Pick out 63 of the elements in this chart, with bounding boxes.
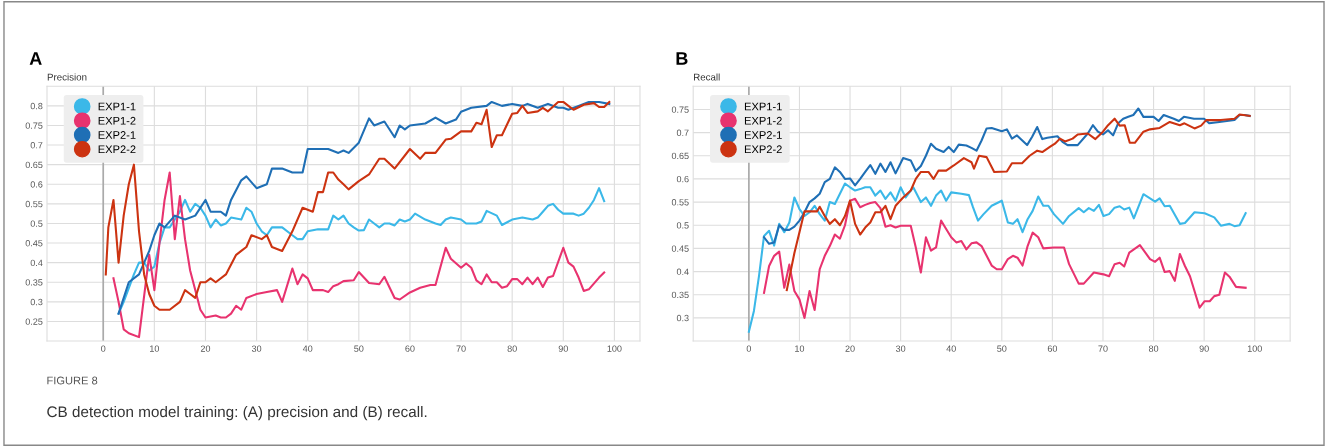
x-tick-label: 80 [507, 345, 517, 352]
y-tick-label: 0.55 [25, 200, 43, 208]
y-axis-title: Precision [47, 73, 87, 81]
legend-label: EXP1-1 [744, 102, 782, 111]
x-tick-label: 60 [405, 345, 415, 352]
x-tick-label: 90 [1199, 345, 1209, 352]
legend-label: EXP1-1 [98, 102, 136, 111]
chart-title: B [676, 52, 688, 65]
x-tick-label: 100 [607, 345, 622, 352]
y-tick-label: 0.45 [671, 245, 689, 252]
x-tick-label: 50 [354, 345, 364, 352]
line-series [112, 171, 606, 339]
legend-label: EXP2-1 [744, 131, 782, 139]
y-tick-label: 0.75 [671, 106, 689, 113]
y-tick-label: 0.3 [30, 298, 43, 306]
line-series [763, 197, 1247, 319]
x-tick-label: 40 [302, 345, 313, 352]
line-series [785, 113, 1251, 292]
y-tick-label: 0.8 [30, 102, 43, 110]
x-tick-label: 10 [795, 345, 805, 352]
x-tick-label: 30 [895, 345, 906, 352]
x-tick-label: 0 [746, 345, 752, 352]
x-tick-label: 100 [1247, 345, 1262, 352]
y-tick-label: 0.5 [676, 222, 689, 229]
y-tick-label: 0.25 [25, 318, 43, 325]
line-series [747, 182, 1247, 333]
y-tick-label: 0.35 [671, 291, 689, 299]
y-tick-label: 0.4 [676, 268, 689, 275]
legend-label: EXP2-2 [744, 145, 782, 154]
y-tick-label: 0.7 [676, 129, 689, 136]
y-axis-title: Recall [694, 73, 720, 81]
y-tick-label: 0.65 [25, 161, 43, 169]
x-tick-label: 50 [997, 345, 1007, 352]
x-tick-label: 10 [150, 345, 160, 352]
y-tick-label: 0.65 [671, 152, 689, 160]
chart-title: A [29, 52, 42, 65]
y-tick-label: 0.7 [30, 142, 43, 149]
y-tick-label: 0.75 [25, 122, 43, 129]
x-tick-label: 20 [845, 345, 855, 352]
x-tick-label: 30 [251, 345, 262, 352]
caption: FIGURE 8 [47, 376, 98, 385]
line-series [117, 187, 606, 315]
y-tick-label: 0.45 [25, 240, 43, 247]
legend-label: EXP2-1 [98, 131, 136, 139]
x-tick-label: 70 [456, 345, 466, 352]
y-tick-label: 0.5 [30, 220, 43, 227]
x-tick-label: 90 [558, 345, 568, 352]
y-tick-label: 0.3 [676, 314, 689, 322]
x-tick-label: 40 [946, 345, 956, 352]
x-tick-label: 60 [1047, 345, 1058, 352]
y-tick-label: 0.55 [671, 199, 689, 206]
x-tick-label: 20 [200, 345, 211, 352]
legend-label: EXP2-2 [98, 145, 136, 154]
y-tick-label: 0.6 [676, 175, 689, 183]
x-tick-label: 70 [1098, 345, 1108, 352]
x-tick-label: 80 [1148, 345, 1159, 352]
legend-label: EXP1-2 [98, 116, 136, 125]
y-tick-label: 0.4 [30, 259, 43, 267]
y-tick-label: 0.35 [25, 279, 43, 286]
legend-label: EXP1-2 [744, 116, 782, 125]
y-tick-label: 0.6 [30, 181, 43, 188]
text: CB detection model training: (A) precision and (B) recall. [47, 405, 427, 421]
x-tick-label: 0 [101, 345, 106, 352]
